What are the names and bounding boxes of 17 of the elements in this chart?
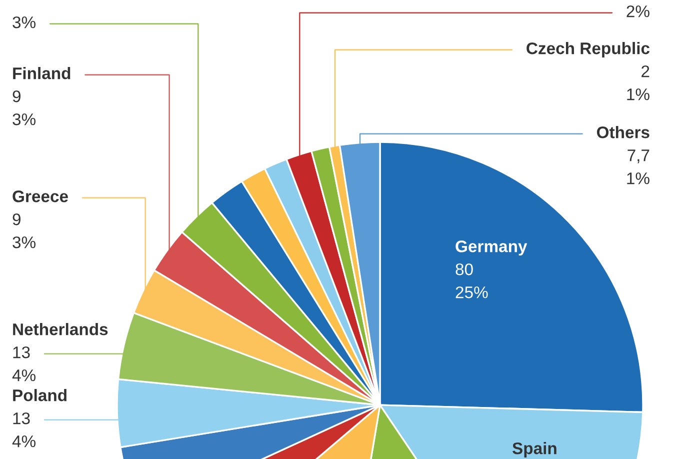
- slice-label: Netherlands: [13, 323, 108, 336]
- slice-label: Germany: [456, 240, 528, 256]
- data-label: 9 3%: [12, 90, 36, 126]
- slice-label: Spain: [512, 442, 556, 458]
- slice-label: Finland: [13, 67, 70, 80]
- text: 3%: [12, 16, 36, 28]
- data-label: 13 4%: [12, 346, 36, 382]
- slice-label: Greece: [12, 190, 68, 202]
- data-label: 7,7 1%: [627, 150, 650, 184]
- slice-label: Others: [596, 126, 650, 138]
- slice-label: Czech Republic: [526, 42, 650, 58]
- data-label: 13 4%: [12, 412, 36, 448]
- slice-label: Poland: [13, 389, 66, 402]
- data-label: 9 3%: [12, 213, 36, 248]
- data-label: 80 25%: [456, 263, 488, 298]
- data-label: 2 1%: [627, 65, 650, 100]
- text: 2%: [626, 5, 650, 18]
